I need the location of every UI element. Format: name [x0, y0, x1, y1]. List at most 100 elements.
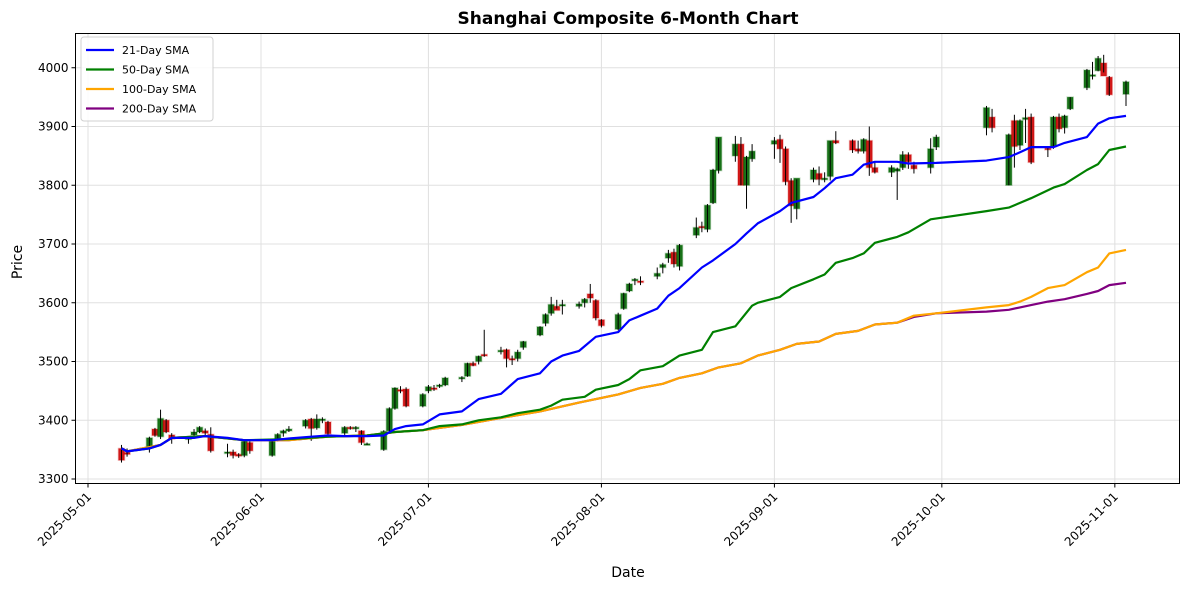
- candle: [229, 449, 237, 459]
- y-tick-label: 3900: [38, 120, 69, 134]
- y-tick-label: 4000: [38, 61, 69, 75]
- candle: [776, 134, 784, 163]
- candle: [340, 426, 349, 435]
- candle: [435, 383, 444, 388]
- candle: [441, 376, 449, 387]
- candle: [815, 166, 823, 186]
- candle: [357, 430, 366, 445]
- candle: [748, 144, 756, 162]
- candle: [988, 108, 996, 133]
- candle: [363, 442, 371, 446]
- candle: [1027, 113, 1035, 165]
- legend-item: 200-Day SMA: [86, 103, 197, 116]
- candle: [675, 244, 684, 271]
- candle: [792, 177, 801, 220]
- legend-item: 21-Day SMA: [86, 44, 190, 57]
- legend-label: 200-Day SMA: [122, 103, 197, 116]
- legend-label: 100-Day SMA: [122, 83, 197, 96]
- plot-frame: [75, 33, 1180, 484]
- candle: [926, 138, 935, 174]
- candle: [1060, 114, 1069, 134]
- legend: 21-Day SMA 50-Day SMA 100-Day SMA 200-Day S…: [80, 36, 214, 122]
- candle: [1122, 80, 1130, 106]
- candle: [480, 329, 488, 357]
- candle: [419, 393, 427, 408]
- candle: [848, 139, 857, 153]
- candle: [268, 440, 276, 457]
- candle: [692, 217, 701, 239]
- candle: [1016, 119, 1024, 150]
- y-axis-label: Price: [10, 245, 26, 279]
- candle: [1044, 147, 1052, 158]
- candle: [820, 172, 829, 183]
- candle: [1005, 133, 1013, 187]
- candle: [619, 292, 628, 310]
- candle: [1105, 75, 1114, 96]
- candle: [279, 429, 288, 437]
- candle: [826, 139, 834, 181]
- candle: [536, 326, 544, 337]
- candle: [575, 301, 583, 309]
- candle: [402, 387, 410, 408]
- legend-label: 21-Day SMA: [122, 44, 190, 57]
- candle: [586, 283, 595, 303]
- chart-title: Shanghai Composite 6-Month Chart: [458, 9, 799, 29]
- candle: [558, 299, 567, 315]
- candle: [653, 267, 661, 280]
- legend-label: 50-Day SMA: [122, 64, 190, 77]
- candle: [519, 340, 528, 350]
- candle: [1083, 68, 1091, 91]
- candle: [592, 299, 600, 321]
- candle: [391, 387, 399, 410]
- candle: [195, 426, 204, 434]
- candle: [709, 168, 717, 205]
- candle: [553, 299, 561, 312]
- candle: [597, 319, 606, 328]
- candles: [117, 54, 1130, 463]
- candle: [285, 426, 293, 432]
- y-tick-label: 3600: [38, 296, 69, 310]
- y-tick-label: 3800: [38, 178, 69, 192]
- candle: [904, 152, 913, 169]
- candle: [832, 131, 840, 145]
- candle: [659, 262, 667, 274]
- candle: [541, 313, 550, 327]
- x-axis-label: Date: [611, 565, 644, 581]
- candle: [781, 146, 790, 186]
- candle: [1099, 54, 1108, 77]
- candle: [1088, 61, 1097, 80]
- y-tick-label: 3300: [38, 472, 69, 486]
- legend-item: 100-Day SMA: [86, 83, 197, 96]
- candle: [474, 355, 483, 365]
- candle: [631, 278, 639, 286]
- candle: [714, 136, 723, 174]
- candle: [246, 441, 254, 454]
- legend-box: [80, 36, 214, 122]
- candle: [871, 161, 879, 174]
- y-tick-label: 3500: [38, 355, 69, 369]
- candle: [318, 417, 327, 424]
- sma-line-1: [120, 114, 1127, 453]
- candle: [313, 414, 321, 430]
- candle: [508, 355, 516, 366]
- candle: [463, 362, 472, 377]
- candle: [893, 167, 901, 200]
- candle: [625, 282, 634, 293]
- candle: [458, 376, 466, 383]
- candle: [123, 448, 131, 457]
- y-tick-label: 3400: [38, 413, 69, 427]
- candle: [502, 348, 511, 368]
- candle: [513, 349, 522, 362]
- candle: [580, 298, 589, 308]
- candle: [932, 134, 941, 150]
- y-axis: 3300 3400 3500 3600 3700 3800 3900 4000: [38, 61, 76, 486]
- candle: [352, 426, 360, 432]
- candle: [636, 276, 645, 286]
- candle: [207, 427, 215, 453]
- candle: [1066, 96, 1074, 111]
- candle: [742, 155, 751, 209]
- candle: [162, 419, 170, 434]
- y-tick-label: 3700: [38, 237, 69, 251]
- sma-lines: [120, 114, 1127, 453]
